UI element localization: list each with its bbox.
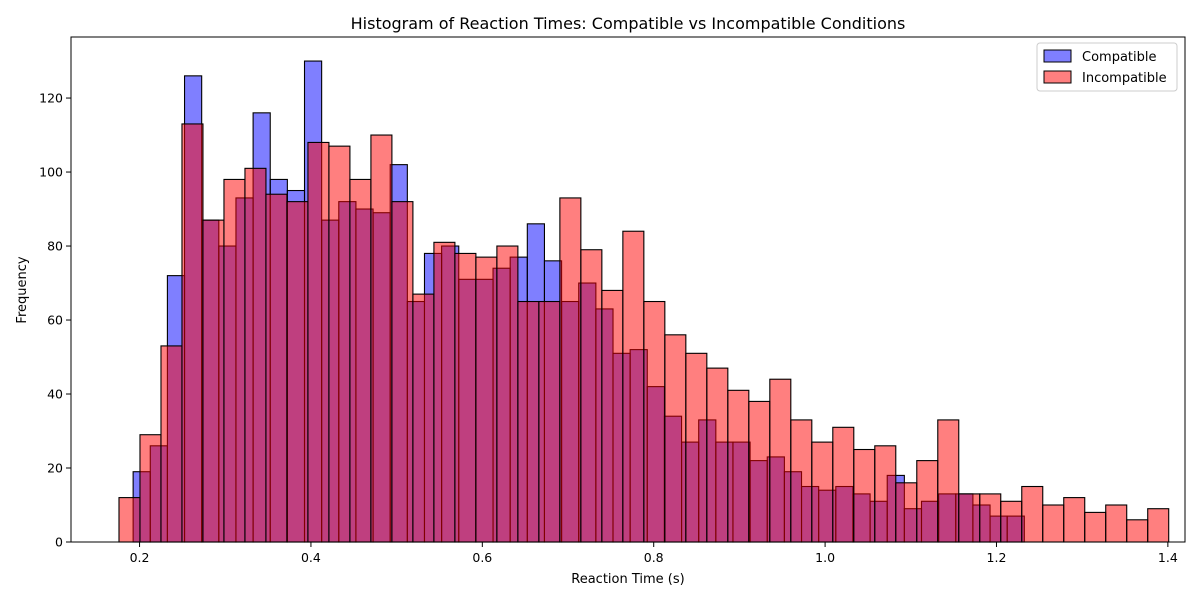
y-axis-ticks: 0 20 40 60 80 100 120 (39, 91, 71, 550)
x-tick-label: 1.0 (815, 550, 835, 565)
bar-incompatible (370, 134, 393, 543)
bar-incompatible (1147, 508, 1170, 543)
bar-incompatible (685, 352, 708, 543)
bar-incompatible (349, 178, 372, 543)
bar-incompatible (559, 197, 582, 543)
bar-incompatible (475, 256, 498, 543)
bar-incompatible (1000, 500, 1023, 543)
bar-incompatible (118, 497, 141, 543)
y-tick-label: 60 (47, 313, 63, 328)
y-tick-label: 20 (47, 461, 63, 476)
y-tick-label: 100 (39, 165, 63, 180)
bar-incompatible (1126, 519, 1149, 543)
legend-swatch-compatible (1043, 49, 1072, 63)
x-tick-label: 0.6 (472, 550, 492, 565)
legend-swatch-incompatible (1043, 70, 1072, 84)
bar-incompatible (412, 293, 435, 543)
bar-incompatible (727, 389, 750, 543)
bar-incompatible (664, 334, 687, 543)
bar-incompatible (979, 493, 1002, 543)
y-tick-label: 0 (55, 535, 63, 550)
bar-incompatible (832, 426, 855, 543)
bar-incompatible (328, 145, 351, 543)
bar-incompatible (1021, 485, 1044, 543)
y-tick-label: 40 (47, 387, 63, 402)
bar-incompatible (895, 482, 918, 543)
bar-incompatible (433, 241, 456, 543)
plot-frame (70, 36, 1186, 543)
bar-incompatible (307, 141, 330, 543)
bar-incompatible (958, 493, 981, 543)
bar-incompatible (265, 193, 288, 543)
bar-incompatible (916, 460, 939, 543)
bar-incompatible (244, 167, 267, 543)
bar-incompatible (853, 448, 876, 543)
bar-incompatible (538, 300, 561, 543)
x-tick-label: 0.4 (301, 550, 321, 565)
y-tick-label: 120 (39, 91, 63, 106)
bar-incompatible (181, 123, 204, 543)
x-tick-label: 1.4 (1158, 550, 1178, 565)
bar-incompatible (139, 434, 162, 543)
bar-incompatible (769, 378, 792, 543)
bar-incompatible (223, 178, 246, 543)
bar-incompatible (286, 201, 309, 543)
bar-incompatible (874, 445, 897, 543)
bar-incompatible (937, 419, 960, 543)
bar-incompatible (601, 289, 624, 543)
x-axis-ticks: 0.2 0.4 0.6 0.8 1.0 1.2 1.4 (130, 542, 1178, 565)
legend-label-compatible: Compatible (1082, 50, 1156, 65)
legend: Compatible Incompatible (1036, 42, 1178, 92)
bar-incompatible (643, 300, 666, 543)
x-tick-label: 0.2 (130, 550, 150, 565)
bar-incompatible (1063, 497, 1086, 543)
bar-incompatible (811, 441, 834, 543)
x-tick-label: 1.2 (987, 550, 1007, 565)
bar-incompatible (706, 367, 729, 543)
bar-incompatible (1042, 504, 1065, 543)
bar-incompatible (454, 252, 477, 543)
bar-incompatible (517, 300, 540, 543)
bar-incompatible (1105, 504, 1128, 543)
y-tick-label: 80 (47, 239, 63, 254)
bar-incompatible (1084, 511, 1107, 543)
bars-layer (118, 60, 1170, 543)
bar-incompatible (496, 245, 519, 543)
legend-label-incompatible: Incompatible (1082, 71, 1167, 86)
x-tick-label: 0.8 (644, 550, 664, 565)
bar-incompatible (391, 201, 414, 543)
y-axis-label: Frequency (15, 256, 30, 323)
bar-incompatible (790, 419, 813, 543)
bar-incompatible (622, 230, 645, 543)
legend-box (1036, 42, 1178, 92)
bar-incompatible (202, 219, 225, 543)
bar-incompatible (748, 400, 771, 543)
bar-incompatible (580, 249, 603, 543)
chart-title: Histogram of Reaction Times: Compatible … (351, 14, 906, 33)
bar-incompatible (160, 345, 183, 543)
x-axis-label: Reaction Time (s) (571, 572, 684, 587)
